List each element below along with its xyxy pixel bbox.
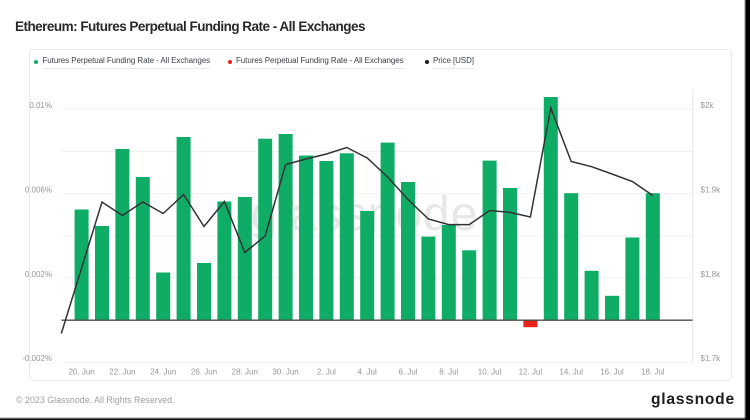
svg-text:-0.002%: -0.002% (22, 354, 52, 363)
svg-text:30. Jun: 30. Jun (272, 368, 298, 377)
svg-text:0.01%: 0.01% (29, 101, 52, 110)
svg-text:20. Jun: 20. Jun (68, 368, 94, 377)
svg-text:18. Jul: 18. Jul (641, 368, 665, 377)
svg-text:0.002%: 0.002% (25, 270, 52, 279)
svg-text:0.006%: 0.006% (25, 186, 52, 195)
svg-text:$1.7k: $1.7k (701, 354, 722, 363)
svg-text:22. Jun: 22. Jun (109, 368, 135, 377)
svg-text:$2k: $2k (701, 101, 715, 110)
svg-text:8. Jul: 8. Jul (439, 368, 458, 377)
svg-text:24. Jun: 24. Jun (150, 368, 176, 377)
svg-text:14. Jul: 14. Jul (559, 368, 583, 377)
svg-text:16. Jul: 16. Jul (600, 368, 624, 377)
svg-text:6. Jul: 6. Jul (398, 368, 417, 377)
svg-text:4. Jul: 4. Jul (358, 368, 377, 377)
svg-text:10. Jul: 10. Jul (478, 368, 502, 377)
svg-text:$1.8k: $1.8k (701, 270, 722, 279)
svg-text:26. Jun: 26. Jun (191, 368, 217, 377)
svg-text:$1.9k: $1.9k (701, 186, 722, 195)
svg-text:2. Jul: 2. Jul (317, 368, 336, 377)
svg-text:12. Jul: 12. Jul (519, 368, 543, 377)
svg-text:28. Jun: 28. Jun (232, 368, 258, 377)
